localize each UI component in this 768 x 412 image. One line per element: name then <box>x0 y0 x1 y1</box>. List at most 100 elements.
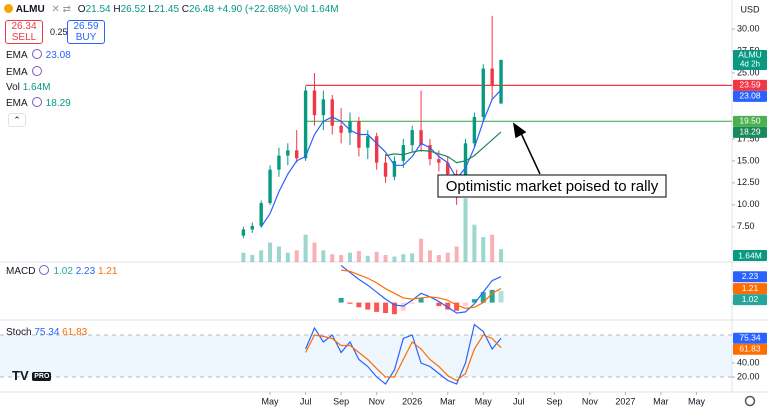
volume-bar <box>294 250 299 262</box>
volume-bar <box>321 250 326 262</box>
indicator-value: 18.29 <box>45 98 71 109</box>
histogram-bar <box>471 299 477 303</box>
indicator-line <box>341 269 502 310</box>
histogram-bar <box>498 290 504 303</box>
volume-bar <box>330 254 335 262</box>
candle-body <box>241 229 246 236</box>
legend-value: 75.34 <box>34 327 60 338</box>
candle-body <box>392 160 397 177</box>
volume-badge-label: 1.64M <box>738 250 762 260</box>
settings-icon[interactable] <box>744 395 756 407</box>
candle-body <box>499 59 503 104</box>
histogram-bar <box>445 302 451 310</box>
price-badge <box>733 343 767 355</box>
volume-bar <box>339 255 344 262</box>
histogram-bar <box>462 302 468 307</box>
symbol-icons[interactable]: ✕ ⇄ <box>51 4 71 15</box>
volume-bar <box>481 237 486 262</box>
annotation: Optimistic market poised to rally <box>446 178 659 195</box>
y-tick-label: 7.50 <box>737 221 755 231</box>
candle-body <box>446 162 450 175</box>
volume-bar <box>276 246 281 262</box>
ohlc-label: C <box>181 4 190 15</box>
volume-bar <box>445 252 450 262</box>
price-badge <box>733 294 767 306</box>
ema-line <box>260 89 502 228</box>
price-badge <box>733 271 767 283</box>
candle-body <box>321 99 326 116</box>
candle-body <box>374 136 379 163</box>
symbol-logo <box>4 4 13 13</box>
volume-bar <box>472 224 477 262</box>
y-tick-label: 15.00 <box>737 155 760 165</box>
volume-bar <box>303 234 308 262</box>
candle-body <box>295 150 299 159</box>
x-tick-label: 2027 <box>615 396 635 406</box>
x-tick-label: Jul <box>513 396 525 406</box>
legend-value: 1.21 <box>97 266 118 277</box>
candle-body <box>303 90 308 159</box>
collapse-button[interactable]: ⌃ <box>8 113 26 127</box>
volume-bar <box>250 255 255 262</box>
volume: Vol 1.64M <box>294 4 339 15</box>
x-tick-label: May <box>475 396 493 406</box>
volume-bar <box>356 251 361 262</box>
price-badge <box>733 283 767 295</box>
x-tick-label: Jul <box>300 396 312 406</box>
histogram-bar <box>374 302 380 312</box>
volume-bar <box>410 253 415 262</box>
volume-bar <box>463 198 468 262</box>
histogram-bar <box>383 302 389 314</box>
price-badge-label: 2.23 <box>742 271 759 281</box>
sell-button[interactable]: 26.34 SELL <box>5 20 43 44</box>
candle-body <box>250 225 254 230</box>
change: +4.90 (+22.68%) <box>216 4 292 15</box>
ohlc-value: 26.48 <box>189 4 215 15</box>
candle-body <box>419 130 423 146</box>
ohlc-value: 26.52 <box>120 4 146 15</box>
price-badge <box>733 332 767 344</box>
indicator-legend: EMA <box>6 66 46 79</box>
y-tick-label: 17.50 <box>737 133 760 143</box>
x-tick-label: Nov <box>369 396 386 406</box>
price-badge-label: 1.02 <box>742 294 759 304</box>
legend-value: 2.23 <box>75 266 96 277</box>
price-badge-label: 75.34 <box>739 333 761 343</box>
volume-bar <box>419 238 424 262</box>
candle-body <box>428 145 432 160</box>
symbol: ALMU <box>15 4 45 15</box>
candle-body <box>277 155 281 170</box>
histogram-bar <box>338 297 344 303</box>
buy-price: 26.59 <box>73 21 99 32</box>
x-tick-label: Mar <box>440 396 456 406</box>
volume-bar <box>427 250 432 262</box>
volume-bar <box>383 255 388 262</box>
indicator-line <box>305 334 502 382</box>
stoch-legend: Stoch 75.34 61.83 <box>6 327 87 339</box>
candle-body <box>410 130 414 146</box>
price-badge-label: 18.29 <box>739 127 761 137</box>
candle-body <box>268 169 272 204</box>
indicator-name: Vol <box>6 82 20 93</box>
price-badge <box>733 126 767 138</box>
logo[interactable]: TV PRO <box>12 368 52 383</box>
stoch-band <box>0 335 732 377</box>
symbol-row: ALMU ✕ ⇄ O21.54 H26.52 L21.45 C26.48 +4.… <box>4 4 339 16</box>
buy-button[interactable]: 26.59 BUY <box>67 20 105 44</box>
volume-bar <box>259 250 264 262</box>
price-badge-label: 61.83 <box>739 344 761 354</box>
histogram-bar <box>356 302 362 308</box>
histogram-bar <box>418 297 424 303</box>
pane-title: Stoch <box>6 327 32 338</box>
volume-bar <box>348 252 353 262</box>
annotation-box <box>437 174 667 198</box>
candle-body <box>286 150 290 156</box>
candle-body <box>383 162 388 177</box>
x-tick-label: 2026 <box>402 396 422 406</box>
price-badge-label: 19.50 <box>739 116 761 126</box>
candle-body <box>481 68 485 117</box>
indicator-value: 23.08 <box>45 50 71 61</box>
sell-price: 26.34 <box>11 21 37 32</box>
